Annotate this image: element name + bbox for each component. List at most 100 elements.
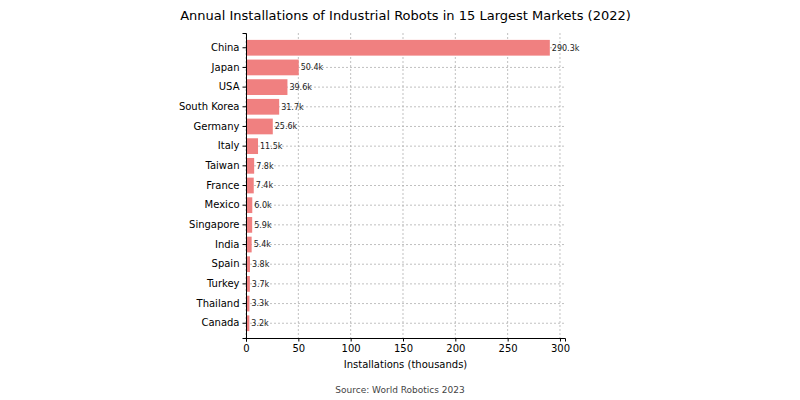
bar: [246, 99, 279, 115]
grid: [246, 33, 565, 338]
data-label: 11.5k: [260, 142, 283, 151]
tick-label: Canada: [201, 317, 239, 328]
bar: [246, 40, 550, 56]
tick: 150: [394, 338, 413, 354]
tick: Canada: [201, 317, 246, 328]
tick-mark: [243, 185, 247, 186]
tick: Mexico: [205, 199, 246, 210]
grid-line: [246, 264, 565, 265]
data-label: 31.7k: [281, 103, 304, 112]
grid-line: [246, 283, 565, 284]
tick-label: 200: [446, 343, 465, 354]
tick-mark: [351, 338, 352, 342]
tick: 300: [551, 338, 570, 354]
data-label: 290.3k: [552, 44, 580, 53]
bar: [246, 138, 258, 154]
data-label: 3.2k: [251, 319, 269, 328]
grid-line: [246, 224, 565, 225]
tick-mark: [243, 165, 247, 166]
data-label: 7.8k: [256, 162, 274, 171]
tick: 100: [342, 338, 361, 354]
tick: Spain: [212, 258, 246, 269]
data-label: 3.8k: [252, 260, 270, 269]
data-labels: 290.3k 50.4k 39.6k 31.7k 25.6k 11.5k 7.8k 7.4k 6…: [251, 44, 579, 328]
tick-label: Taiwan: [204, 160, 239, 171]
tick-label: Thailand: [196, 298, 240, 309]
tick-label: Japan: [211, 62, 240, 73]
tick: 50: [292, 338, 305, 354]
tick-label: South Korea: [179, 101, 240, 112]
tick: 0: [243, 338, 249, 354]
chart: 290.3k 50.4k 39.6k 31.7k 25.6k 11.5k 7.8k 7.4k 6…: [0, 0, 800, 400]
tick: 200: [446, 338, 465, 354]
tick-label: Turkey: [206, 278, 240, 289]
tick-label: France: [206, 180, 239, 191]
tick: Taiwan: [204, 160, 246, 171]
tick-label: Spain: [212, 258, 240, 269]
data-label: 25.6k: [275, 122, 298, 131]
tick: 250: [499, 338, 518, 354]
tick-mark: [243, 303, 247, 304]
grid-line: [246, 185, 565, 186]
tick-label: 50: [292, 343, 305, 354]
tick: USA: [219, 81, 246, 92]
tick-label: 100: [342, 343, 361, 354]
plot-area: 290.3k 50.4k 39.6k 31.7k 25.6k 11.5k 7.8k 7.4k 6…: [179, 33, 580, 354]
title: Annual Installations of Industrial Robot…: [180, 8, 631, 23]
data-label: 6.0k: [254, 201, 272, 210]
axis-title: Installations (thousands): [344, 359, 468, 370]
tick: Thailand: [196, 298, 246, 309]
tick-mark: [243, 106, 247, 107]
bar: [246, 60, 299, 76]
tick-label: Germany: [194, 121, 240, 132]
tick-mark: [243, 283, 247, 284]
tick-mark: [508, 338, 509, 342]
grid-line: [246, 165, 565, 166]
tick-mark: [243, 146, 247, 147]
data-label: 3.3k: [251, 299, 269, 308]
tick-label: USA: [219, 81, 240, 92]
tick-mark: [243, 126, 247, 127]
tick-mark: [298, 338, 299, 342]
tick: India: [215, 239, 246, 250]
grid-line: [246, 303, 565, 304]
tick-mark: [243, 323, 247, 324]
annotation: Source: World Robotics 2023: [335, 385, 464, 395]
tick: Turkey: [206, 278, 246, 289]
bar: [246, 178, 254, 194]
data-label: 7.4k: [256, 181, 274, 190]
tick-mark: [243, 264, 247, 265]
tick: Japan: [211, 62, 246, 73]
tick: Singapore: [189, 219, 246, 230]
tick-label: India: [215, 239, 240, 250]
data-label: 5.4k: [254, 240, 272, 249]
tick: Germany: [194, 121, 246, 132]
tick-mark: [403, 338, 404, 342]
tick-mark: [560, 338, 561, 342]
tick: China: [211, 42, 246, 53]
tick-mark: [455, 338, 456, 342]
axis-line: [247, 339, 566, 342]
tick-label: 250: [499, 343, 518, 354]
tick-label: 300: [551, 343, 570, 354]
grid-line: [246, 146, 565, 147]
tick-mark: [243, 205, 247, 206]
x-axis: 0 50 100 150 200 250 300: [243, 338, 570, 354]
grid-line: [246, 244, 565, 245]
tick-label: Singapore: [189, 219, 239, 230]
tick-mark: [243, 67, 247, 68]
data-label: 39.6k: [289, 83, 312, 92]
data-label: 5.9k: [254, 221, 272, 230]
tick-label: China: [211, 42, 240, 53]
tick-label: 0: [243, 343, 249, 354]
tick-mark: [243, 224, 247, 225]
grid-line: [246, 323, 565, 324]
tick-mark: [243, 87, 247, 88]
data-label: 50.4k: [301, 63, 324, 72]
bar: [246, 119, 273, 135]
tick: South Korea: [179, 101, 246, 112]
tick-label: Italy: [218, 140, 240, 151]
grid-line: [246, 205, 565, 206]
bar: [246, 158, 254, 174]
tick: France: [206, 180, 246, 191]
